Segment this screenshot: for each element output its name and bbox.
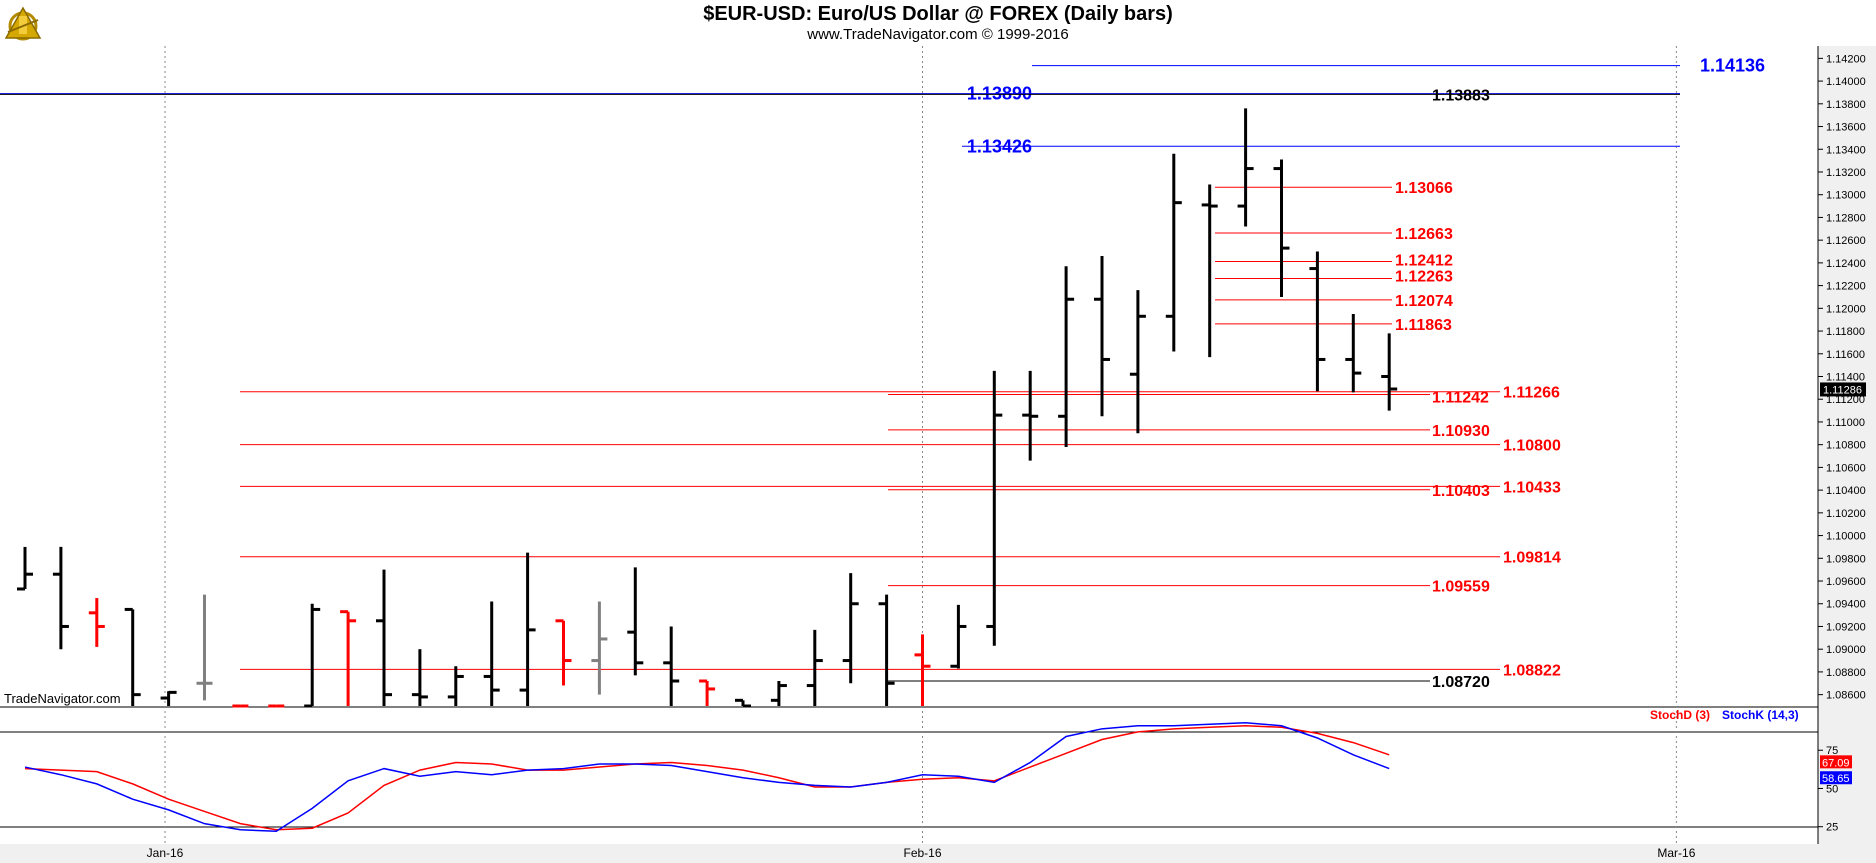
price-tick-label: 1.11200 <box>1826 394 1865 406</box>
price-tick-label: 1.11000 <box>1826 417 1865 429</box>
price-tick-label: 1.12600 <box>1826 235 1866 247</box>
level-label: 1.13066 <box>1395 180 1453 197</box>
level-label: 1.12663 <box>1395 226 1453 243</box>
fib-levels: 1.14136 1.13890 1.13883 1.13426 1.13066 1.126… <box>0 56 1765 691</box>
level-label: 1.11266 <box>1503 385 1560 402</box>
stoch-tick-label: 50 <box>1826 783 1838 795</box>
level-label: 1.12412 <box>1395 253 1453 270</box>
price-tick-label: 1.11400 <box>1826 372 1865 384</box>
date-axis-panel <box>0 844 1876 863</box>
legend-stoch-d: StochD (3) <box>1650 708 1710 722</box>
chart-subtitle: www.TradeNavigator.com © 1999-2016 <box>807 26 1069 43</box>
date-tick-label: Feb-16 <box>903 846 941 860</box>
price-tick-label: 1.09200 <box>1826 621 1866 633</box>
price-tick-label: 1.09000 <box>1826 644 1866 656</box>
legend-stoch-k: StochK (14,3) <box>1722 708 1799 722</box>
price-tick-label: 1.13800 <box>1826 99 1866 111</box>
price-tick-label: 1.14000 <box>1826 76 1866 88</box>
level-label: 1.10800 <box>1503 438 1561 455</box>
price-tick-label: 1.13400 <box>1826 144 1866 156</box>
price-tick-label: 1.10000 <box>1826 531 1866 543</box>
last-price-box <box>1820 382 1866 397</box>
price-tick-label: 1.10600 <box>1826 462 1866 474</box>
stoch-tick-label: 75 <box>1826 745 1838 757</box>
price-tick-label: 1.12200 <box>1826 281 1866 293</box>
price-tick-label: 1.12000 <box>1826 303 1866 315</box>
watermark: TradeNavigator.com <box>4 691 121 706</box>
price-tick-label: 1.10400 <box>1826 485 1866 497</box>
stoch-d-value: 67.09 <box>1822 757 1850 769</box>
level-label: 1.08720 <box>1432 674 1490 691</box>
level-label: 1.13890 <box>967 84 1032 104</box>
stoch-d-line <box>24 725 1390 831</box>
chart-header: $EUR-USD: Euro/US Dollar @ FOREX (Daily … <box>0 0 1876 46</box>
price-tick-label: 1.08800 <box>1826 667 1866 679</box>
level-label: 1.10433 <box>1503 479 1561 496</box>
chart-title: $EUR-USD: Euro/US Dollar @ FOREX (Daily … <box>703 3 1173 25</box>
tradenavigator-logo-icon <box>4 6 42 41</box>
price-bars <box>17 108 1398 708</box>
stoch-k-value-box <box>1820 771 1852 785</box>
price-tick-label: 1.11800 <box>1826 326 1865 338</box>
level-label: 1.09814 <box>1503 550 1561 567</box>
price-tick-label: 1.12400 <box>1826 258 1866 270</box>
level-label: 1.10930 <box>1432 423 1490 440</box>
axes: Jan-16 Feb-16 Mar-16 1.14200 1.14000 1.13800 1… <box>147 53 1866 860</box>
stochastic-panel: StochD (3) StochK (14,3) <box>24 708 1799 833</box>
level-label: 1.14136 <box>1700 56 1765 76</box>
date-tick-label: Jan-16 <box>147 846 184 860</box>
date-tick-label: Mar-16 <box>1657 846 1695 860</box>
price-tick-label: 1.13200 <box>1826 167 1866 179</box>
last-price-label: 1.11286 <box>1823 384 1862 396</box>
price-tick-label: 1.09600 <box>1826 576 1866 588</box>
price-tick-label: 1.14200 <box>1826 53 1866 65</box>
stoch-tick-label: 25 <box>1826 822 1838 834</box>
price-tick-label: 1.12800 <box>1826 212 1866 224</box>
stoch-d-value-box <box>1820 755 1852 769</box>
price-tick-label: 1.09800 <box>1826 553 1866 565</box>
level-label: 1.12263 <box>1395 268 1453 285</box>
price-tick-label: 1.10800 <box>1826 440 1866 452</box>
stoch-k-value: 58.65 <box>1822 773 1850 785</box>
level-label: 1.11242 <box>1432 389 1489 406</box>
price-tick-label: 1.13600 <box>1826 122 1866 134</box>
level-label: 1.13883 <box>1432 87 1490 104</box>
level-label: 1.10403 <box>1432 483 1490 500</box>
price-tick-label: 1.08600 <box>1826 690 1866 702</box>
level-label: 1.13426 <box>967 136 1032 156</box>
grid <box>0 46 1819 844</box>
stoch-k-line <box>24 721 1390 833</box>
price-tick-label: 1.11600 <box>1826 349 1865 361</box>
level-label: 1.12074 <box>1395 293 1453 310</box>
level-label: 1.09559 <box>1432 579 1490 596</box>
level-label: 1.08822 <box>1503 662 1561 679</box>
level-label: 1.11863 <box>1395 317 1452 334</box>
price-tick-label: 1.10200 <box>1826 508 1866 520</box>
price-axis-panel <box>1818 46 1876 863</box>
price-tick-label: 1.13000 <box>1826 190 1866 202</box>
price-tick-label: 1.09400 <box>1826 599 1866 611</box>
